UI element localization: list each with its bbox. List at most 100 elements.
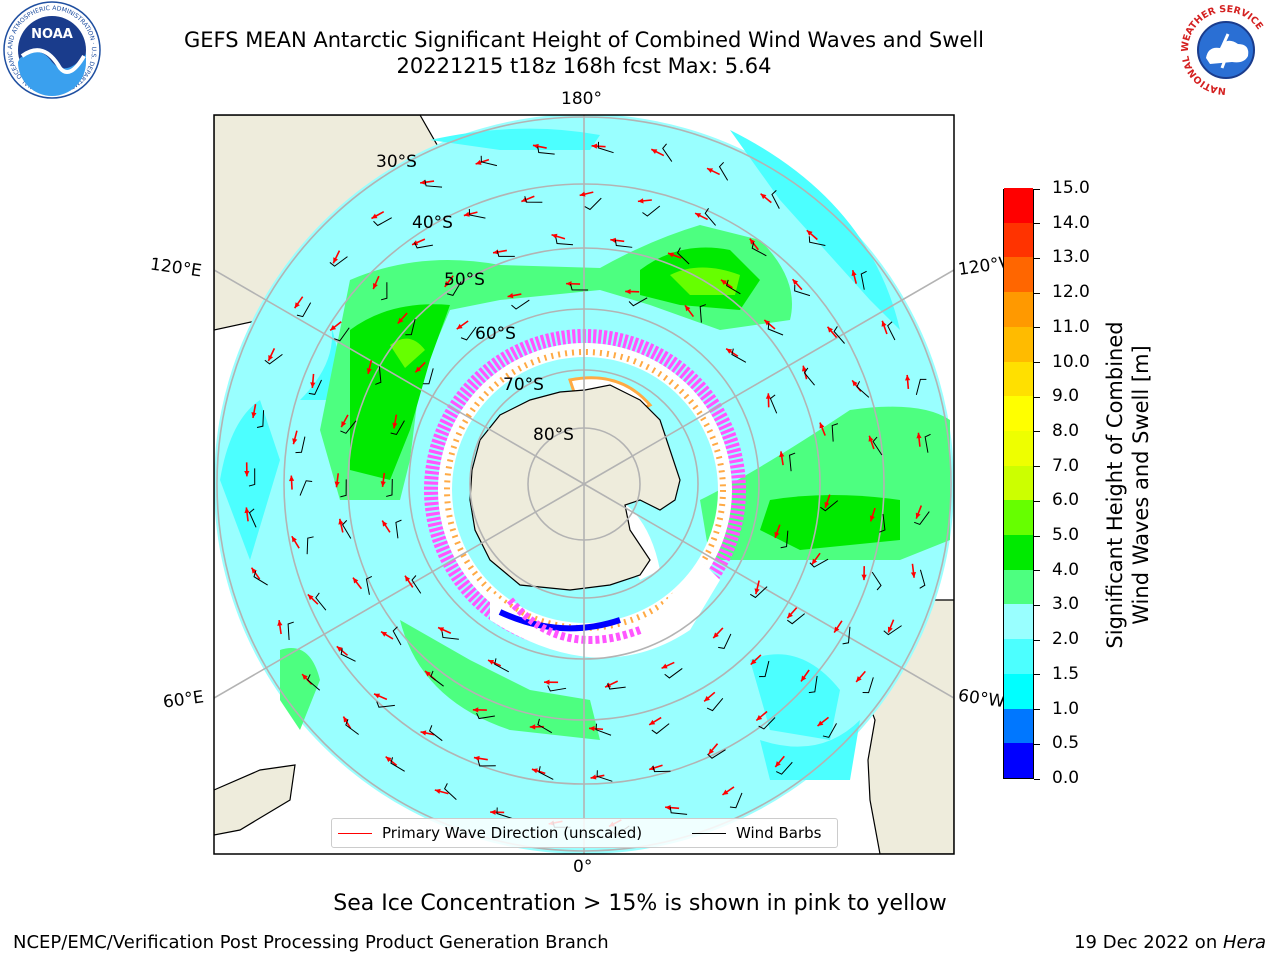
wave-direction-arrow bbox=[684, 304, 695, 318]
colorbar-tick-label: 7.0 bbox=[1052, 455, 1080, 476]
wind-barb bbox=[345, 719, 359, 735]
wave-direction-arrow bbox=[833, 620, 843, 633]
colorbar-segment bbox=[1004, 430, 1033, 466]
colorbar-tick-label: 1.5 bbox=[1052, 663, 1080, 684]
wind-barb bbox=[820, 500, 839, 512]
lat-label-70s: 70°S bbox=[503, 375, 544, 395]
wind-barb bbox=[295, 436, 306, 454]
wave-direction-arrow bbox=[293, 296, 304, 309]
wave-direction-arrow bbox=[487, 659, 502, 667]
colorbar-tick-label: 14.0 bbox=[1052, 212, 1090, 233]
wave-direction-arrow bbox=[244, 507, 250, 522]
legend-line-black bbox=[692, 832, 726, 834]
lat-label-40s: 40°S bbox=[412, 213, 453, 233]
lon-label-180: 180° bbox=[561, 89, 602, 109]
wind-barb bbox=[676, 247, 690, 265]
wave-direction-arrow bbox=[916, 432, 922, 447]
colorbar-tick bbox=[1034, 188, 1040, 190]
wave-direction-arrow bbox=[750, 654, 762, 666]
colorbar-tick bbox=[1034, 639, 1040, 641]
wind-barb bbox=[248, 508, 257, 528]
band-1-5 bbox=[760, 720, 860, 780]
wind-barb bbox=[340, 648, 356, 662]
wind-barb bbox=[340, 479, 347, 498]
wave-direction-arrow bbox=[373, 693, 388, 701]
colorbar-tick-label: 15.0 bbox=[1052, 178, 1090, 198]
wind-barb bbox=[750, 586, 768, 599]
wave-direction-arrow bbox=[291, 535, 300, 549]
colorbar-tick bbox=[1034, 500, 1040, 502]
band-3-4 bbox=[280, 648, 320, 730]
wave-direction-arrow bbox=[332, 250, 341, 264]
wave-direction-arrow bbox=[472, 707, 487, 713]
colorbar-segment bbox=[1004, 708, 1033, 744]
wind-barb bbox=[392, 626, 402, 646]
legend-item-wind-barbs: Wind Barbs bbox=[692, 824, 821, 842]
wind-barb bbox=[414, 242, 433, 249]
wind-barb bbox=[831, 423, 839, 442]
wind-barb bbox=[771, 190, 780, 209]
wave-direction-arrow bbox=[437, 626, 452, 634]
wind-barb bbox=[443, 783, 457, 800]
wave-direction-arrow bbox=[755, 710, 768, 722]
colorbar-tick bbox=[1034, 674, 1040, 676]
wave-direction-arrow bbox=[694, 212, 708, 221]
wind-barb bbox=[547, 685, 567, 692]
wind-barb bbox=[256, 410, 265, 429]
chart-subtitle: 20221215 t18z 168h fcst Max: 5.64 bbox=[396, 54, 772, 78]
wind-barb bbox=[776, 761, 793, 775]
wave-direction-arrow bbox=[544, 679, 559, 685]
wave-direction-arrow bbox=[371, 211, 385, 220]
band-5-6 bbox=[390, 338, 425, 368]
colorbar-segment bbox=[1004, 291, 1033, 327]
wind-barb bbox=[496, 807, 513, 819]
map-legend: Primary Wave Direction (unscaled) Wind B… bbox=[331, 818, 838, 848]
wind-barb bbox=[794, 284, 811, 297]
wave-direction-arrow bbox=[507, 293, 522, 299]
colorbar-tick-label: 6.0 bbox=[1052, 490, 1080, 511]
wind-barb bbox=[537, 718, 553, 734]
wave-direction-arrow bbox=[352, 577, 363, 590]
footer-date-text: 19 Dec 2022 on bbox=[1074, 932, 1223, 953]
wind-barb bbox=[729, 792, 743, 809]
wave-direction-arrow bbox=[855, 670, 866, 683]
wave-direction-arrow bbox=[819, 422, 826, 436]
wave-direction-arrow bbox=[915, 505, 923, 519]
wave-direction-arrow bbox=[610, 237, 625, 243]
wind-barb bbox=[758, 717, 776, 730]
land-lower-left bbox=[214, 764, 296, 836]
wind-barb bbox=[441, 631, 459, 640]
lon-label-0: 0° bbox=[573, 857, 593, 877]
wave-direction-arrow bbox=[372, 275, 380, 290]
wave-direction-arrow bbox=[334, 473, 340, 488]
colorbar-tick bbox=[1034, 396, 1040, 398]
noaa-logo: NATIONAL OCEANIC AND ATMOSPHERIC ADMINIS… bbox=[0, 0, 101, 99]
wave-direction-arrow bbox=[340, 414, 349, 428]
footer-branch: NCEP/EMC/Verification Post Processing Pr… bbox=[13, 932, 609, 953]
wind-barb bbox=[405, 318, 416, 336]
wind-barb bbox=[718, 633, 732, 649]
wave-direction-arrow bbox=[566, 281, 581, 287]
wave-direction-arrow bbox=[910, 563, 917, 578]
wave-direction-arrow bbox=[288, 475, 295, 490]
wind-barb bbox=[390, 757, 405, 772]
colorbar-title-line2: Wind Waves and Swell [m] bbox=[1129, 345, 1153, 625]
wind-barb bbox=[699, 304, 706, 323]
wave-direction-arrow bbox=[722, 786, 735, 796]
wind-barb bbox=[833, 326, 845, 344]
wave-direction-arrow bbox=[250, 567, 261, 580]
wave-direction-arrow bbox=[851, 269, 858, 284]
wave-direction-arrow bbox=[277, 620, 283, 635]
wave-direction-arrow bbox=[292, 430, 298, 445]
colorbar-tick bbox=[1034, 535, 1040, 537]
wave-direction-arrow bbox=[625, 288, 640, 295]
band-3-4 bbox=[400, 620, 600, 740]
wave-direction-arrow bbox=[414, 361, 426, 373]
colorbar-segment bbox=[1004, 638, 1033, 674]
colorbar-tick bbox=[1034, 292, 1040, 294]
wave-direction-arrow bbox=[791, 278, 803, 291]
wind-barb bbox=[340, 420, 357, 434]
wind-barb bbox=[446, 281, 462, 296]
wave-direction-arrow bbox=[310, 373, 316, 388]
